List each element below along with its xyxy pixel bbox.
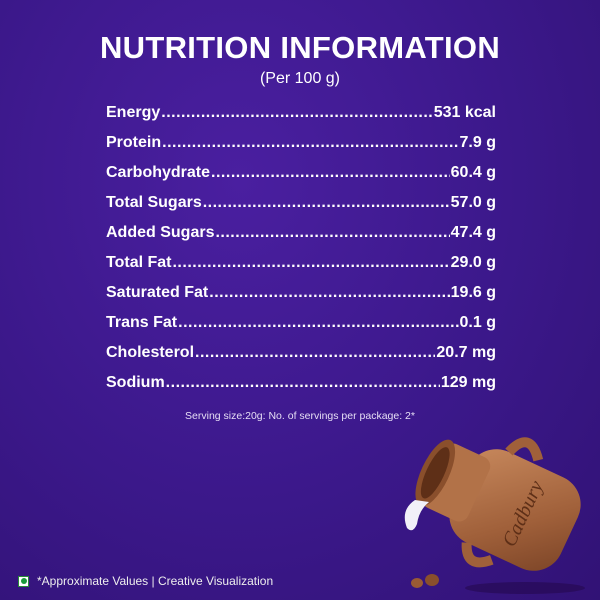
nutrient-label: Protein	[106, 134, 162, 151]
nutrient-value: 29.0 g	[450, 254, 496, 271]
nutrient-row-protein: Protein 7.9 g	[106, 134, 496, 164]
nutrition-table: Energy 531 kcal Protein 7.9 g Carbohydrate…	[106, 104, 496, 404]
nutrient-label: Energy	[106, 104, 161, 121]
nutrient-value: 0.1 g	[459, 314, 496, 331]
nutrient-value: 20.7 mg	[436, 344, 496, 361]
nutrient-row-energy: Energy 531 kcal	[106, 104, 496, 134]
nutrient-label: Added Sugars	[106, 224, 215, 241]
nutrient-value: 19.6 g	[450, 284, 496, 301]
leader-dots	[172, 254, 449, 272]
nutrient-value: 57.0 g	[450, 194, 496, 211]
nutrient-value: 129 mg	[440, 374, 496, 391]
vegetarian-mark-icon	[18, 575, 29, 587]
leader-dots	[209, 284, 449, 302]
per-serving-subtitle: (Per 100 g)	[259, 70, 341, 87]
nutrient-label: Carbohydrate	[106, 164, 211, 181]
serving-size-note: Serving size:20g: No. of servings per pa…	[185, 410, 415, 422]
leader-dots	[203, 194, 450, 212]
nutrient-row-cholesterol: Cholesterol 20.7 mg	[106, 344, 496, 374]
leader-dots	[162, 134, 458, 152]
nutrient-row-total-fat: Total Fat 29.0 g	[106, 254, 496, 284]
nutrient-label: Cholesterol	[106, 344, 195, 361]
nutrient-label: Total Sugars	[106, 194, 202, 211]
leader-dots	[178, 314, 458, 332]
nutrient-row-saturated-fat: Saturated Fat 19.6 g	[106, 284, 496, 314]
nutrient-row-added-sugars: Added Sugars 47.4 g	[106, 224, 496, 254]
footer-text: *Approximate Values | Creative Visualiza…	[37, 574, 274, 588]
leader-dots	[166, 374, 440, 392]
nutrient-value: 531 kcal	[433, 104, 496, 121]
footer-note: *Approximate Values | Creative Visualiza…	[18, 574, 273, 588]
chocolate-jar-illustration: Cadbury	[404, 437, 585, 594]
nutrient-row-total-sugars: Total Sugars 57.0 g	[106, 194, 496, 224]
leader-dots	[211, 164, 450, 182]
nutrient-label: Total Fat	[106, 254, 172, 271]
nutrient-value: 60.4 g	[450, 164, 496, 181]
nutrient-label: Saturated Fat	[106, 284, 209, 301]
leader-dots	[195, 344, 435, 362]
milk-splash	[404, 500, 429, 531]
nutrient-row-carbohydrate: Carbohydrate 60.4 g	[106, 164, 496, 194]
leader-dots	[215, 224, 449, 242]
nutrient-value: 7.9 g	[459, 134, 496, 151]
nutrient-label: Sodium	[106, 374, 165, 391]
leader-dots	[161, 104, 432, 122]
nutrient-value: 47.4 g	[450, 224, 496, 241]
nutrient-label: Trans Fat	[106, 314, 178, 331]
page-title: NUTRITION INFORMATION	[99, 30, 501, 65]
nutrient-row-sodium: Sodium 129 mg	[106, 374, 496, 404]
nutrient-row-trans-fat: Trans Fat 0.1 g	[106, 314, 496, 344]
